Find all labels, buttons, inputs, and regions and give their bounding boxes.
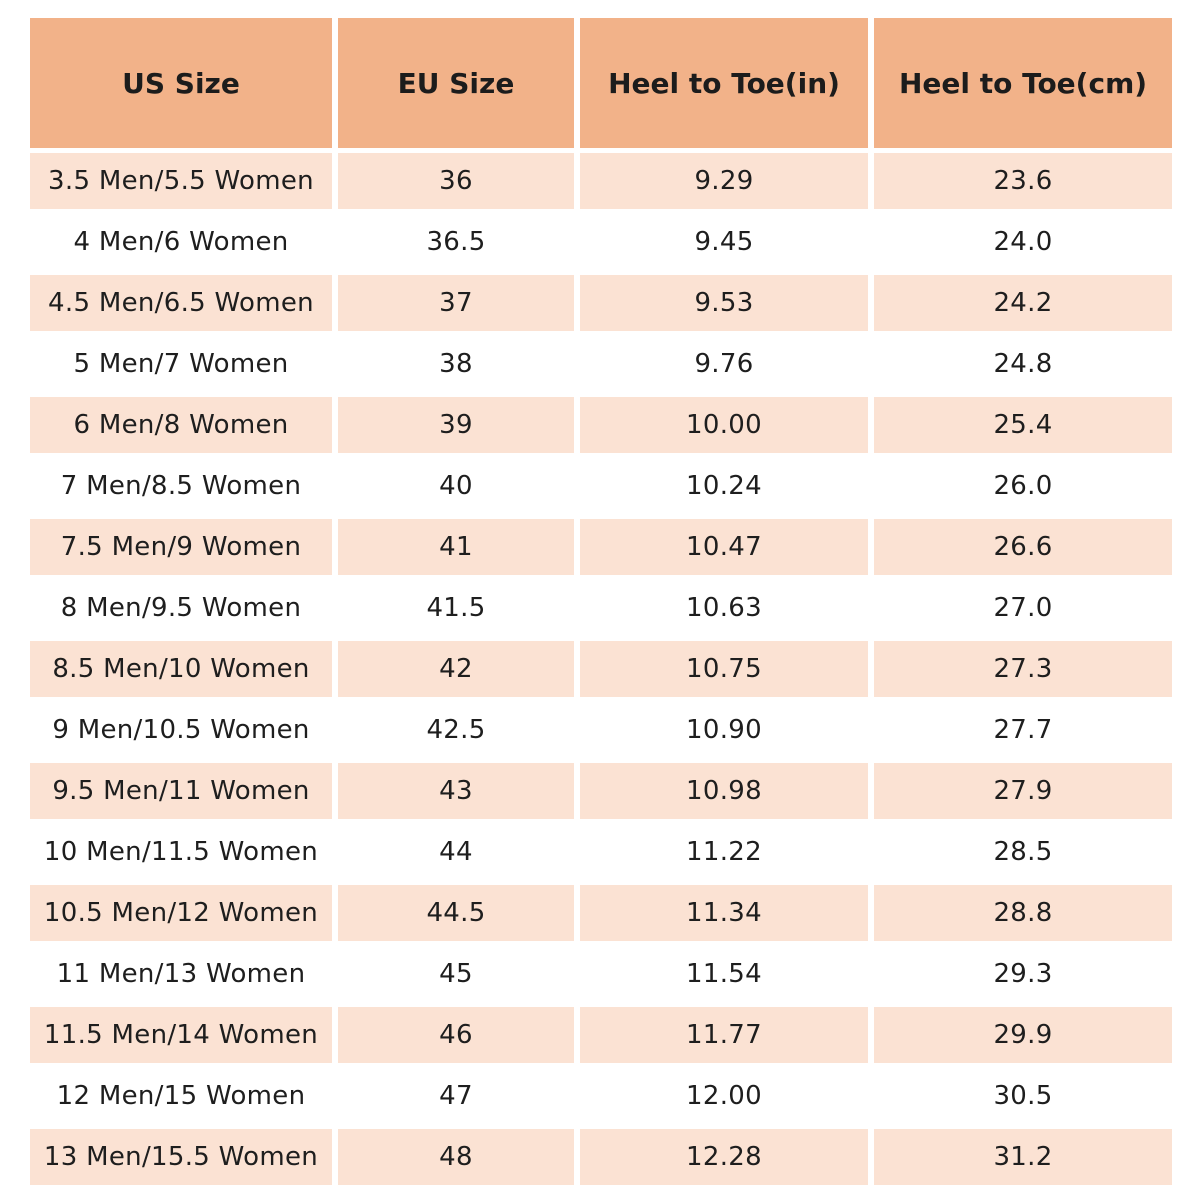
heel-to-toe-cm-cell: 24.2 — [874, 275, 1172, 331]
table-row: 7 Men/8.5 Women 40 10.24 26.0 — [30, 458, 1172, 514]
heel-to-toe-in-cell: 9.53 — [580, 275, 868, 331]
heel-to-toe-in-cell: 9.29 — [580, 153, 868, 209]
size-chart-table: US Size EU Size Heel to Toe(in) Heel to … — [24, 13, 1178, 1190]
table-row: 5 Men/7 Women 38 9.76 24.8 — [30, 336, 1172, 392]
us-size-cell: 9.5 Men/11 Women — [30, 763, 332, 819]
us-size-cell: 13 Men/15.5 Women — [30, 1129, 332, 1185]
heel-to-toe-in-cell: 10.75 — [580, 641, 868, 697]
heel-to-toe-in-cell: 12.28 — [580, 1129, 868, 1185]
eu-size-cell: 36.5 — [338, 214, 574, 270]
heel-to-toe-in-cell: 11.22 — [580, 824, 868, 880]
table-row: 8.5 Men/10 Women 42 10.75 27.3 — [30, 641, 1172, 697]
heel-to-toe-cm-cell: 25.4 — [874, 397, 1172, 453]
heel-to-toe-in-cell: 9.76 — [580, 336, 868, 392]
heel-to-toe-cm-cell: 31.2 — [874, 1129, 1172, 1185]
eu-size-cell: 47 — [338, 1068, 574, 1124]
us-size-cell: 12 Men/15 Women — [30, 1068, 332, 1124]
header-heel-to-toe-cm: Heel to Toe(cm) — [874, 18, 1172, 148]
heel-to-toe-in-cell: 9.45 — [580, 214, 868, 270]
us-size-cell: 10.5 Men/12 Women — [30, 885, 332, 941]
eu-size-cell: 45 — [338, 946, 574, 1002]
table-row: 7.5 Men/9 Women 41 10.47 26.6 — [30, 519, 1172, 575]
eu-size-cell: 37 — [338, 275, 574, 331]
heel-to-toe-cm-cell: 29.9 — [874, 1007, 1172, 1063]
heel-to-toe-cm-cell: 28.8 — [874, 885, 1172, 941]
table-row: 8 Men/9.5 Women 41.5 10.63 27.0 — [30, 580, 1172, 636]
eu-size-cell: 43 — [338, 763, 574, 819]
heel-to-toe-in-cell: 10.90 — [580, 702, 868, 758]
table-row: 4 Men/6 Women 36.5 9.45 24.0 — [30, 214, 1172, 270]
eu-size-cell: 36 — [338, 153, 574, 209]
us-size-cell: 6 Men/8 Women — [30, 397, 332, 453]
heel-to-toe-in-cell: 12.00 — [580, 1068, 868, 1124]
eu-size-cell: 44 — [338, 824, 574, 880]
table-row: 13 Men/15.5 Women 48 12.28 31.2 — [30, 1129, 1172, 1185]
eu-size-cell: 42 — [338, 641, 574, 697]
heel-to-toe-in-cell: 11.54 — [580, 946, 868, 1002]
table-row: 11 Men/13 Women 45 11.54 29.3 — [30, 946, 1172, 1002]
eu-size-cell: 40 — [338, 458, 574, 514]
us-size-cell: 7 Men/8.5 Women — [30, 458, 332, 514]
us-size-cell: 10 Men/11.5 Women — [30, 824, 332, 880]
us-size-cell: 3.5 Men/5.5 Women — [30, 153, 332, 209]
heel-to-toe-cm-cell: 28.5 — [874, 824, 1172, 880]
heel-to-toe-in-cell: 10.24 — [580, 458, 868, 514]
table-row: 6 Men/8 Women 39 10.00 25.4 — [30, 397, 1172, 453]
heel-to-toe-cm-cell: 24.0 — [874, 214, 1172, 270]
us-size-cell: 5 Men/7 Women — [30, 336, 332, 392]
table-row: 9 Men/10.5 Women 42.5 10.90 27.7 — [30, 702, 1172, 758]
table-row: 3.5 Men/5.5 Women 36 9.29 23.6 — [30, 153, 1172, 209]
table-body: 3.5 Men/5.5 Women 36 9.29 23.6 4 Men/6 Women… — [30, 153, 1172, 1185]
eu-size-cell: 42.5 — [338, 702, 574, 758]
eu-size-cell: 39 — [338, 397, 574, 453]
heel-to-toe-cm-cell: 27.9 — [874, 763, 1172, 819]
header-eu-size: EU Size — [338, 18, 574, 148]
table-row: 10.5 Men/12 Women 44.5 11.34 28.8 — [30, 885, 1172, 941]
heel-to-toe-cm-cell: 26.0 — [874, 458, 1172, 514]
us-size-cell: 4.5 Men/6.5 Women — [30, 275, 332, 331]
table-row: 10 Men/11.5 Women 44 11.22 28.5 — [30, 824, 1172, 880]
us-size-cell: 11 Men/13 Women — [30, 946, 332, 1002]
eu-size-cell: 41.5 — [338, 580, 574, 636]
header-us-size: US Size — [30, 18, 332, 148]
header-row: US Size EU Size Heel to Toe(in) Heel to … — [30, 18, 1172, 148]
heel-to-toe-in-cell: 10.63 — [580, 580, 868, 636]
table-row: 9.5 Men/11 Women 43 10.98 27.9 — [30, 763, 1172, 819]
heel-to-toe-cm-cell: 27.0 — [874, 580, 1172, 636]
us-size-cell: 8 Men/9.5 Women — [30, 580, 332, 636]
heel-to-toe-cm-cell: 26.6 — [874, 519, 1172, 575]
table-row: 12 Men/15 Women 47 12.00 30.5 — [30, 1068, 1172, 1124]
heel-to-toe-cm-cell: 24.8 — [874, 336, 1172, 392]
heel-to-toe-cm-cell: 29.3 — [874, 946, 1172, 1002]
header-heel-to-toe-in: Heel to Toe(in) — [580, 18, 868, 148]
eu-size-cell: 44.5 — [338, 885, 574, 941]
us-size-cell: 8.5 Men/10 Women — [30, 641, 332, 697]
us-size-cell: 4 Men/6 Women — [30, 214, 332, 270]
us-size-cell: 9 Men/10.5 Women — [30, 702, 332, 758]
heel-to-toe-cm-cell: 27.3 — [874, 641, 1172, 697]
heel-to-toe-in-cell: 10.47 — [580, 519, 868, 575]
heel-to-toe-cm-cell: 27.7 — [874, 702, 1172, 758]
us-size-cell: 7.5 Men/9 Women — [30, 519, 332, 575]
heel-to-toe-in-cell: 10.98 — [580, 763, 868, 819]
eu-size-cell: 46 — [338, 1007, 574, 1063]
table-row: 11.5 Men/14 Women 46 11.77 29.9 — [30, 1007, 1172, 1063]
heel-to-toe-in-cell: 11.34 — [580, 885, 868, 941]
eu-size-cell: 38 — [338, 336, 574, 392]
heel-to-toe-in-cell: 10.00 — [580, 397, 868, 453]
heel-to-toe-cm-cell: 30.5 — [874, 1068, 1172, 1124]
eu-size-cell: 48 — [338, 1129, 574, 1185]
eu-size-cell: 41 — [338, 519, 574, 575]
heel-to-toe-in-cell: 11.77 — [580, 1007, 868, 1063]
us-size-cell: 11.5 Men/14 Women — [30, 1007, 332, 1063]
heel-to-toe-cm-cell: 23.6 — [874, 153, 1172, 209]
table-row: 4.5 Men/6.5 Women 37 9.53 24.2 — [30, 275, 1172, 331]
